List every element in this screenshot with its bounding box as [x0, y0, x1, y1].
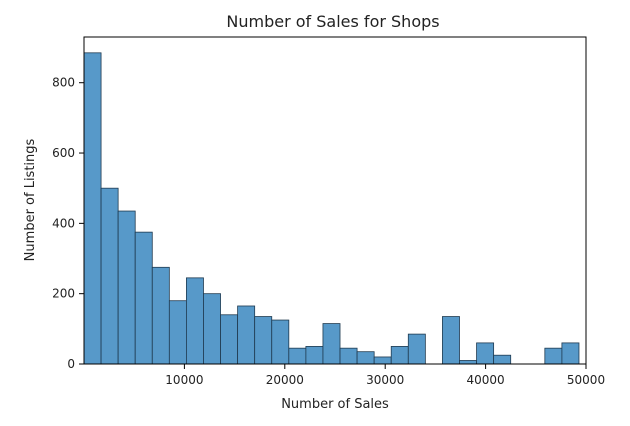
histogram-bar — [271, 319, 290, 365]
y-tick-label: 0 — [67, 357, 75, 371]
y-tick-label: 400 — [52, 216, 75, 230]
plot-frame — [83, 36, 587, 365]
y-axis-ticks: 0 200 400 600 800 — [52, 76, 84, 371]
histogram-bar — [322, 323, 341, 365]
histogram-bar — [83, 52, 102, 365]
histogram-bar — [493, 354, 512, 365]
histogram-bar — [151, 266, 170, 365]
histogram-bar — [390, 346, 409, 365]
x-axis-label: Number of Sales — [281, 397, 389, 412]
histogram-bar — [459, 360, 477, 365]
histogram-bar — [442, 316, 460, 365]
histogram-bar — [339, 347, 358, 365]
x-tick-label: 30000 — [366, 373, 404, 387]
x-tick-label: 10000 — [165, 373, 203, 387]
histogram-bar — [186, 277, 204, 365]
histogram-bar — [356, 351, 375, 365]
histogram-bar — [117, 210, 136, 365]
y-tick-label: 800 — [52, 76, 75, 90]
bars-group — [83, 52, 580, 365]
histogram-bar — [561, 342, 580, 365]
x-tick-label: 40000 — [467, 373, 505, 387]
x-tick-label: 50000 — [567, 373, 605, 387]
histogram-bar — [544, 347, 563, 365]
y-axis-label: Number of Listings — [23, 138, 38, 261]
chart-title: Number of Sales for Shops — [226, 12, 439, 31]
histogram-bar — [134, 231, 153, 365]
x-tick-label: 20000 — [266, 373, 304, 387]
histogram-bar — [168, 300, 187, 365]
y-tick-label: 600 — [52, 146, 75, 160]
y-tick-label: 200 — [52, 287, 75, 301]
histogram-bar — [305, 346, 324, 365]
histogram-bar — [373, 356, 392, 365]
histogram-bar — [100, 187, 119, 365]
histogram-bar — [220, 314, 239, 365]
histogram-bar — [476, 342, 495, 365]
histogram-bar — [203, 293, 221, 365]
histogram-bar — [288, 347, 307, 365]
histogram-bar — [407, 333, 426, 365]
x-axis-ticks: 10000 20000 30000 40000 50000 — [165, 364, 605, 387]
histogram-bar — [254, 316, 273, 365]
histogram-bar — [237, 305, 256, 365]
